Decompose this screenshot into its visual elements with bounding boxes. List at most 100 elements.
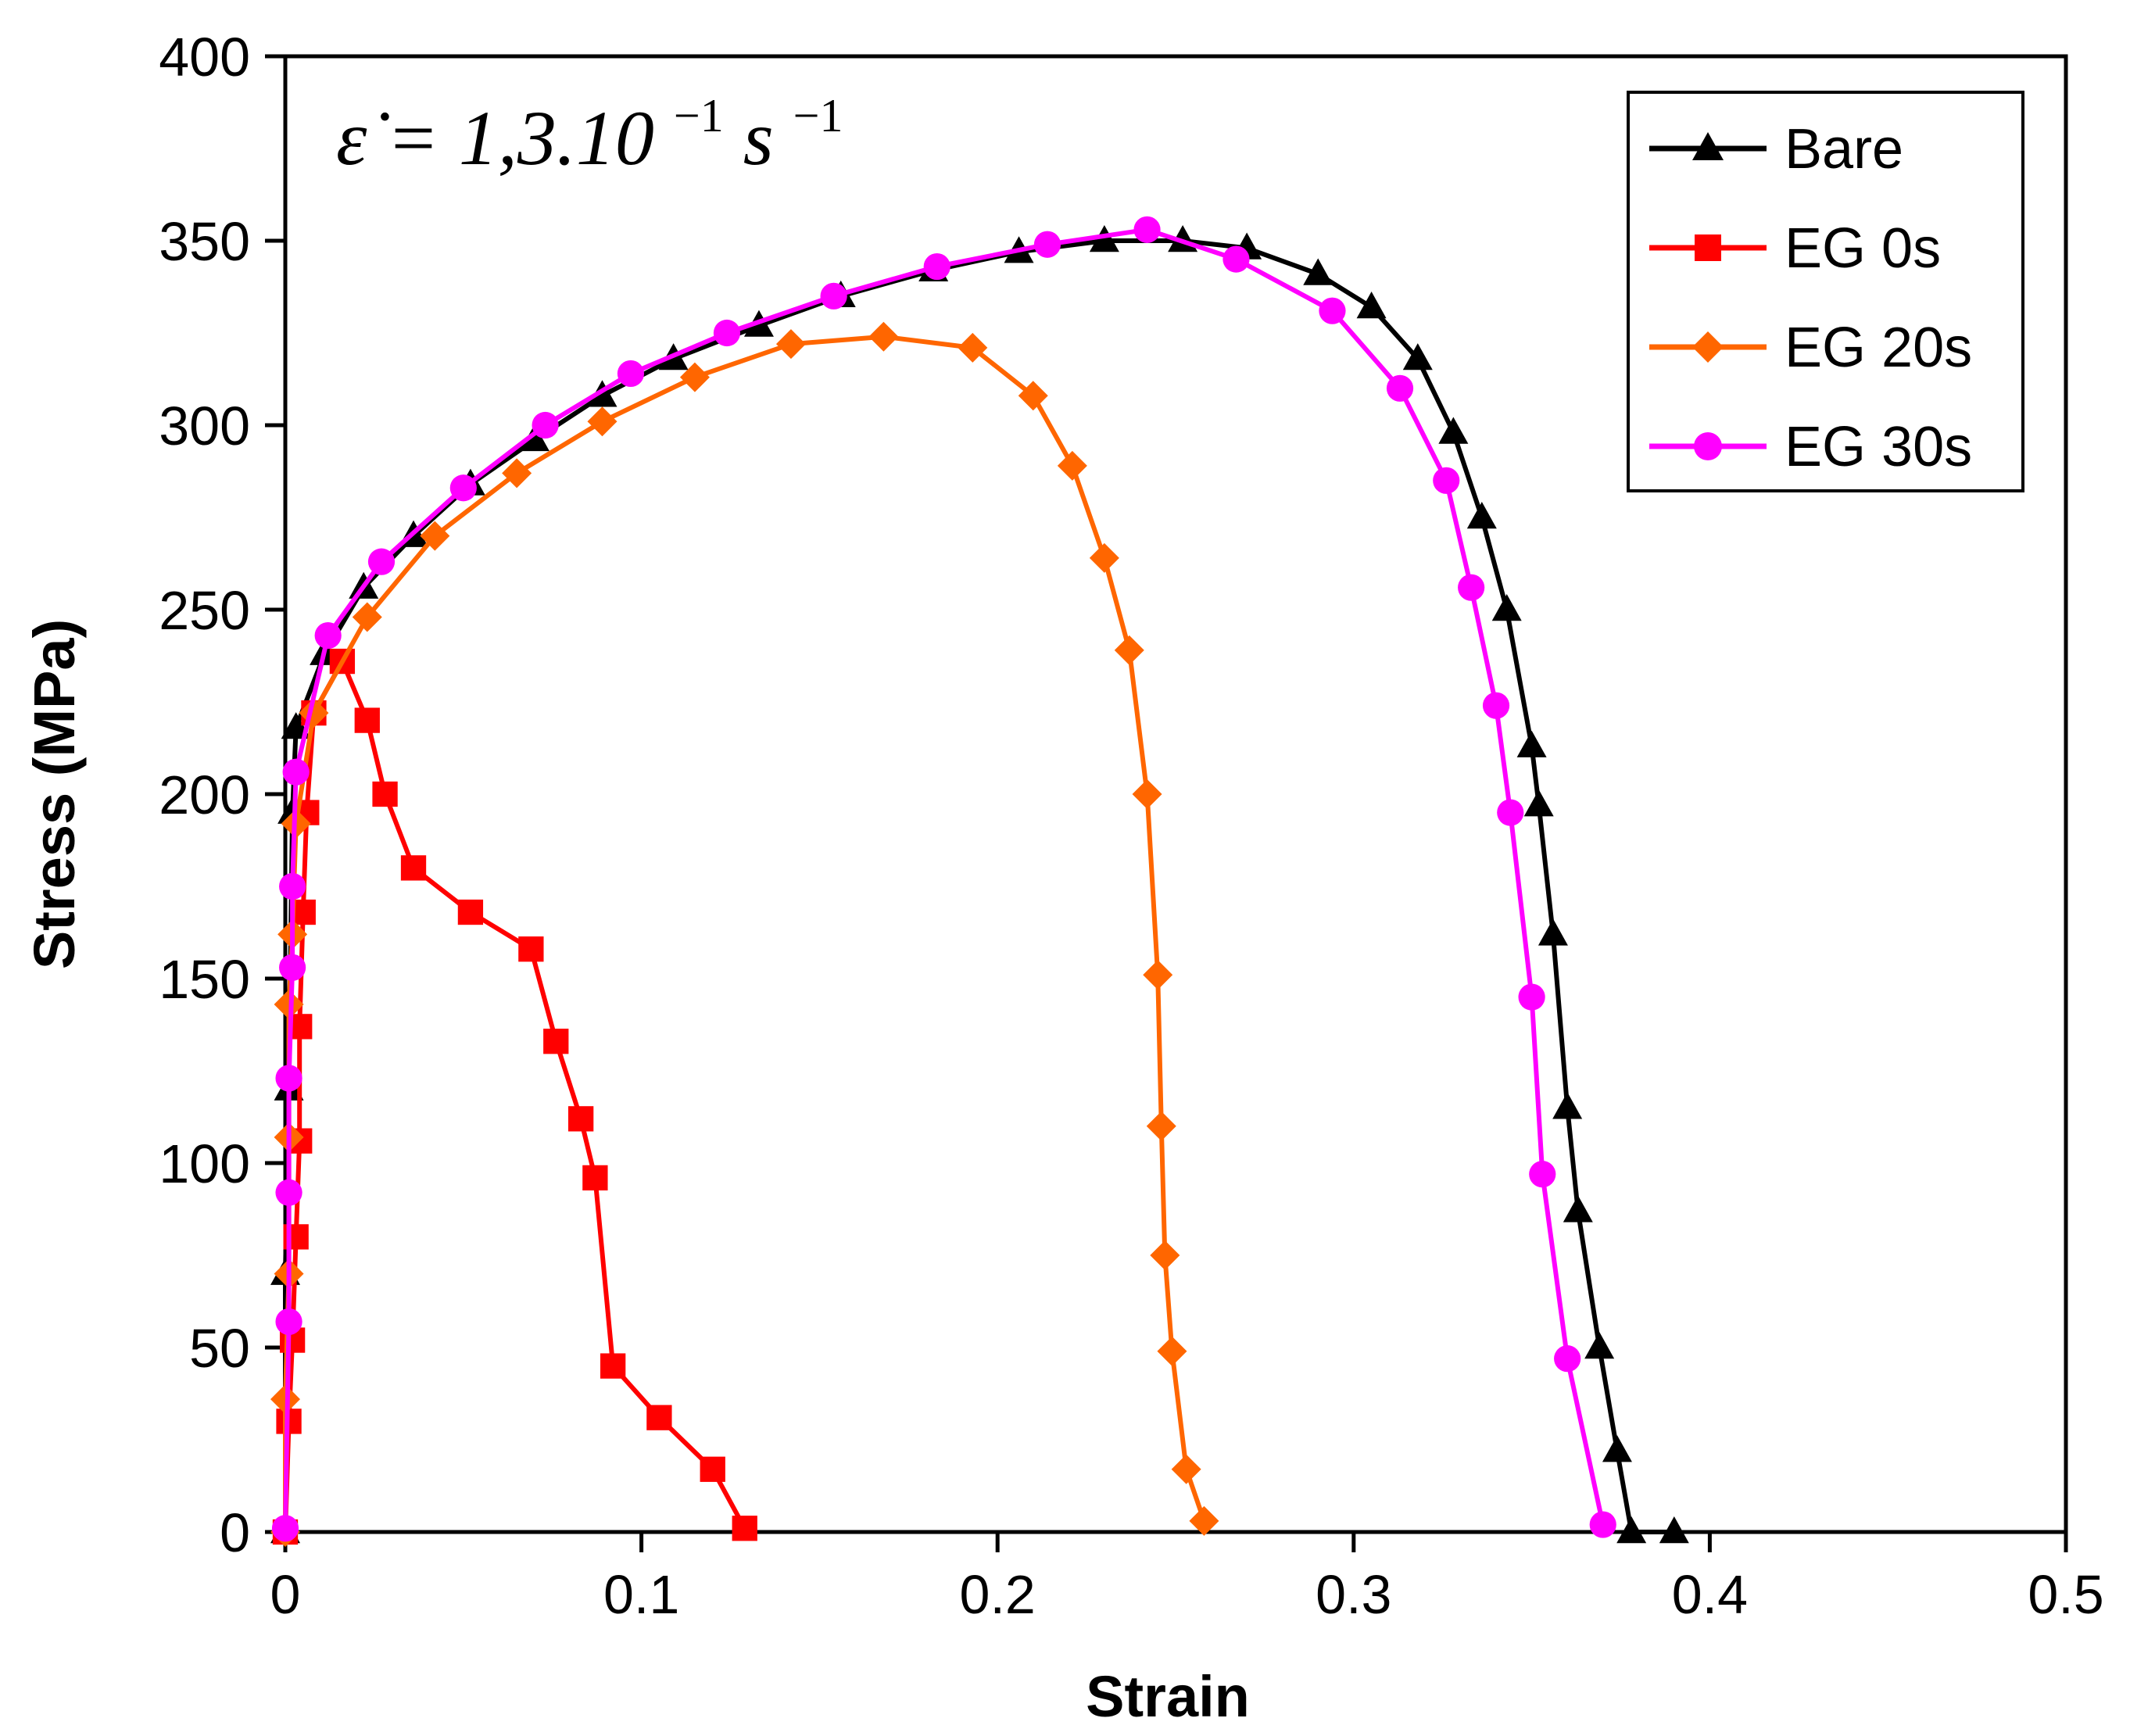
data-point-eg-20s [1018, 381, 1048, 411]
data-point-eg-30s [1033, 231, 1061, 258]
legend-marker-eg-30s [1694, 432, 1722, 460]
annotation-unit: s [743, 95, 774, 181]
data-point-bare [1356, 292, 1387, 319]
data-point-bare [1538, 918, 1568, 946]
legend-item-eg-30s: EG 30s [1649, 416, 1972, 478]
legend: Bare EG 0s EG 20s EG 30s [1627, 91, 2024, 492]
series-bare [270, 225, 1689, 1544]
data-point-bare [1402, 343, 1433, 370]
data-point-eg-30s [282, 758, 310, 786]
annotation-exponent-2: −1 [793, 90, 843, 141]
data-point-eg-20s [420, 521, 450, 551]
y-tick-label: 100 [159, 1133, 250, 1194]
data-point-eg-20s [1189, 1505, 1219, 1536]
data-point-eg-20s [1143, 960, 1173, 990]
data-point-eg-20s [1114, 635, 1144, 665]
data-point-bare [1616, 1516, 1647, 1544]
x-tick-label: 0.2 [960, 1564, 1036, 1625]
data-point-bare [1659, 1516, 1689, 1544]
data-point-eg-20s [1171, 1454, 1201, 1484]
data-point-bare [1523, 789, 1554, 817]
data-point-bare [1563, 1195, 1593, 1222]
data-point-eg-30s [367, 548, 396, 575]
y-tick-label: 0 [220, 1502, 250, 1563]
y-tick-label: 350 [159, 211, 250, 272]
legend-marker-eg-20s [1692, 331, 1724, 363]
data-point-eg-0s [600, 1353, 626, 1379]
legend-marker-bare [1692, 132, 1724, 160]
data-point-eg-30s [1458, 574, 1485, 601]
legend-label: Bare [1785, 118, 1903, 181]
data-point-eg-20s [775, 329, 806, 360]
data-point-eg-30s [1589, 1511, 1616, 1538]
data-point-eg-20s [274, 990, 304, 1020]
data-point-eg-30s [1133, 216, 1161, 243]
data-point-eg-30s [275, 1308, 302, 1336]
data-point-eg-0s [518, 936, 544, 962]
data-point-bare [1466, 502, 1497, 529]
data-point-eg-0s [582, 1165, 608, 1191]
x-tick-label: 0.3 [1316, 1564, 1391, 1625]
data-point-eg-30s [617, 360, 645, 388]
data-point-bare [1552, 1092, 1583, 1119]
data-point-eg-30s [275, 1065, 302, 1092]
data-point-eg-30s [820, 282, 847, 310]
y-tick-label: 400 [159, 27, 250, 88]
legend-label: EG 0s [1785, 217, 1941, 280]
series-eg-30s [271, 216, 1616, 1542]
data-point-eg-0s [732, 1516, 757, 1541]
legend-item-eg-0s: EG 0s [1649, 217, 1941, 280]
data-point-eg-20s [679, 362, 710, 392]
data-point-bare [1516, 730, 1547, 757]
y-tick-label: 200 [159, 764, 250, 825]
data-point-eg-30s [1223, 245, 1250, 273]
data-point-eg-0s [567, 1106, 594, 1132]
data-point-bare [1602, 1435, 1632, 1462]
series-eg-0s [272, 648, 757, 1545]
y-tick-label: 300 [159, 396, 250, 456]
data-point-eg-20s [1089, 542, 1119, 573]
legend-item-eg-20s: EG 20s [1649, 317, 1972, 379]
data-point-eg-30s [1482, 692, 1510, 719]
data-point-eg-0s [400, 855, 427, 881]
data-point-bare [1491, 594, 1522, 621]
data-point-eg-30s [1518, 983, 1545, 1011]
legend-label: EG 20s [1785, 317, 1972, 379]
data-point-eg-20s [1157, 1336, 1187, 1366]
data-point-eg-30s [1497, 799, 1524, 826]
data-point-bare [1584, 1332, 1615, 1359]
data-point-bare [1303, 258, 1333, 285]
y-axis-title: Stress (MPa) [22, 619, 87, 969]
data-point-eg-30s [449, 474, 477, 502]
data-point-bare [519, 424, 550, 452]
x-tick-label: 0.4 [1672, 1564, 1748, 1625]
data-point-eg-0s [354, 707, 380, 733]
data-point-eg-0s [543, 1029, 569, 1054]
series-line-eg-30s [283, 227, 1606, 1529]
data-point-eg-30s [271, 1515, 299, 1542]
data-point-eg-30s [1529, 1161, 1556, 1188]
data-point-eg-30s [279, 954, 306, 981]
x-tick-label: 0 [270, 1564, 301, 1625]
data-point-eg-0s [457, 899, 484, 925]
x-tick-label: 0.5 [2028, 1564, 2103, 1625]
data-point-eg-30s [923, 252, 950, 281]
data-point-eg-0s [700, 1456, 725, 1482]
data-point-eg-30s [279, 872, 306, 900]
x-axis-title: Strain [1086, 1664, 1250, 1729]
strain-rate-annotation: ε̇ = 1,3.10 −1 s −1 [336, 62, 843, 181]
data-point-eg-0s [372, 781, 398, 807]
x-tick-label: 0.1 [603, 1564, 679, 1625]
legend-label: EG 30s [1785, 416, 1972, 478]
data-point-bare [1438, 417, 1469, 444]
data-point-eg-30s [314, 621, 342, 650]
data-point-eg-20s [1150, 1240, 1180, 1270]
y-tick-label: 50 [189, 1318, 250, 1379]
data-point-eg-30s [1554, 1345, 1581, 1373]
data-point-eg-20s [502, 458, 532, 489]
series-eg-20s [270, 321, 1219, 1547]
legend-marker-eg-0s [1695, 234, 1721, 261]
data-point-eg-30s [532, 411, 559, 439]
series-line-eg-0s [283, 659, 747, 1533]
